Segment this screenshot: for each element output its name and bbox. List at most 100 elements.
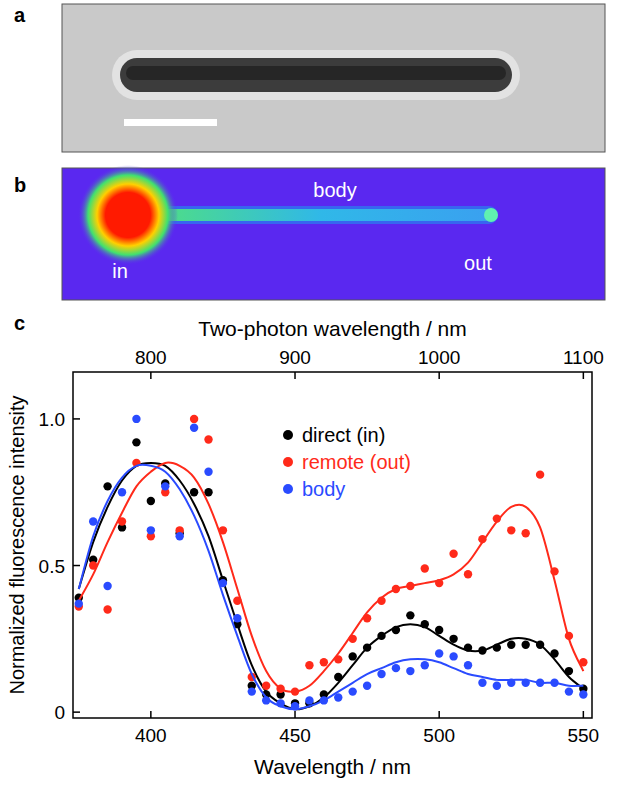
x2-tick: [294, 372, 296, 379]
data-point: [464, 570, 472, 578]
data-point: [348, 635, 356, 643]
x-tick: [438, 711, 440, 718]
data-point: [478, 535, 486, 543]
data-point: [305, 661, 313, 669]
data-point: [507, 679, 515, 687]
rod-core: [126, 66, 506, 80]
data-point: [449, 550, 457, 558]
scale-bar: [124, 119, 217, 126]
y-axis-title: Normalized fluorescence intensity: [6, 395, 28, 694]
annotation: in: [112, 260, 128, 282]
data-point: [190, 415, 198, 423]
legend-marker: [283, 430, 293, 440]
data-point: [204, 435, 212, 443]
data-point: [406, 611, 414, 619]
x-axis-title: Wavelength / nm: [254, 755, 411, 778]
data-point: [550, 679, 558, 687]
data-point: [421, 564, 429, 572]
annotation: body: [313, 179, 356, 201]
data-point: [204, 488, 212, 496]
y-tick-label: 0: [54, 702, 65, 723]
legend-marker: [283, 457, 293, 467]
data-point: [348, 652, 356, 660]
data-point: [75, 599, 83, 607]
data-point: [305, 696, 313, 704]
data-point: [118, 517, 126, 525]
in-spot: [78, 165, 178, 265]
fit-curve: [79, 465, 584, 709]
x2-tick: [583, 372, 585, 379]
data-point: [421, 661, 429, 669]
data-point: [435, 649, 443, 657]
data-point: [377, 632, 385, 640]
y-tick: [73, 711, 80, 713]
data-point: [392, 664, 400, 672]
x-tick-label: 450: [279, 725, 311, 746]
data-point: [334, 655, 342, 663]
figure: abinbodyoutc4004505005508009001000110000…: [0, 0, 619, 788]
data-point: [190, 488, 198, 496]
data-point: [507, 526, 515, 534]
data-point: [147, 526, 155, 534]
data-point: [493, 643, 501, 651]
data-point: [392, 626, 400, 634]
data-point: [536, 640, 544, 648]
fit-curve: [79, 463, 584, 692]
x2-tick: [438, 372, 440, 379]
data-point: [536, 470, 544, 478]
data-point: [464, 661, 472, 669]
x-tick: [583, 711, 585, 718]
data-point: [449, 652, 457, 660]
panel-label: c: [14, 312, 25, 334]
panel-label: b: [14, 174, 26, 196]
x-tick-label: 550: [567, 725, 599, 746]
data-point: [103, 605, 111, 613]
legend-marker: [283, 484, 293, 494]
data-point: [550, 649, 558, 657]
plot-frame: [73, 372, 592, 718]
rod-halo: [112, 50, 520, 100]
data-point: [579, 690, 587, 698]
data-point: [421, 620, 429, 628]
data-point: [565, 687, 573, 695]
data-point: [565, 632, 573, 640]
data-point: [262, 696, 270, 704]
y-tick-label: 1.0: [39, 409, 65, 430]
y-tick-label: 0.5: [39, 556, 65, 577]
data-point: [392, 585, 400, 593]
data-point: [507, 640, 515, 648]
data-point: [478, 646, 486, 654]
x2-tick-label: 1000: [418, 347, 460, 368]
data-point: [579, 658, 587, 666]
data-point: [175, 532, 183, 540]
data-point: [190, 424, 198, 432]
data-point: [161, 482, 169, 490]
data-point: [493, 682, 501, 690]
y-tick: [73, 418, 80, 420]
data-point: [103, 582, 111, 590]
data-point: [248, 687, 256, 695]
data-point: [276, 699, 284, 707]
body-glow: [150, 206, 498, 224]
data-point: [363, 682, 371, 690]
data-point: [204, 467, 212, 475]
data-point: [334, 673, 342, 681]
data-point: [363, 614, 371, 622]
legend-label: direct (in): [302, 424, 385, 446]
data-point: [464, 643, 472, 651]
data-point: [219, 579, 227, 587]
x2-tick-label: 800: [135, 347, 167, 368]
legend-label: body: [302, 478, 345, 500]
data-point: [435, 626, 443, 634]
data-point: [377, 597, 385, 605]
legend: direct (in)remote (out)body: [283, 424, 411, 500]
data-point: [233, 614, 241, 622]
data-point: [334, 693, 342, 701]
x2-tick: [150, 372, 152, 379]
x2-tick-label: 900: [279, 347, 311, 368]
data-point: [118, 488, 126, 496]
data-point: [89, 517, 97, 525]
x2-axis-title: Two-photon wavelength / nm: [198, 317, 467, 340]
data-point: [406, 582, 414, 590]
data-point: [291, 687, 299, 695]
